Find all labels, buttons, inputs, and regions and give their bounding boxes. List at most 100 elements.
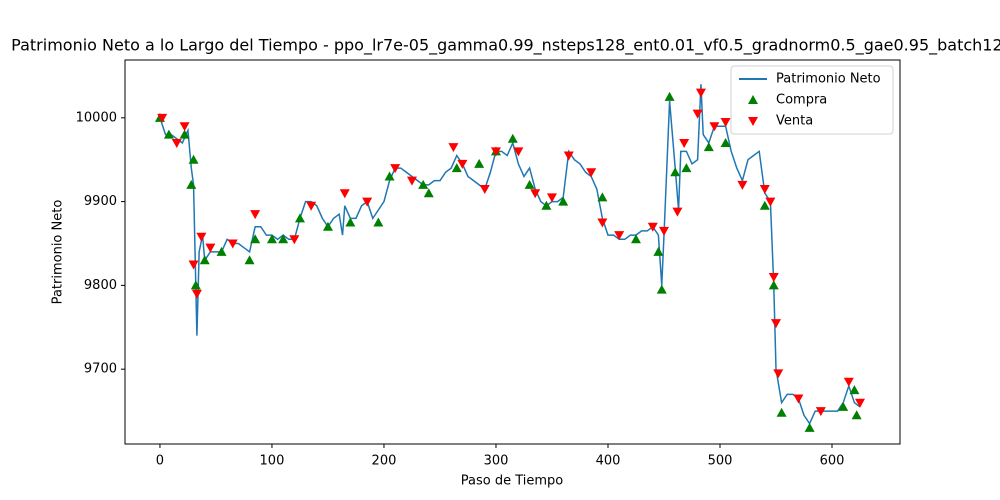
sell-marker bbox=[479, 185, 490, 195]
equity-line bbox=[159, 84, 861, 426]
legend-swatch bbox=[748, 95, 758, 104]
sell-marker bbox=[157, 113, 168, 123]
x-tick-label: 600 bbox=[820, 454, 845, 469]
sell-marker bbox=[793, 394, 804, 404]
sell-marker bbox=[362, 197, 373, 207]
buy-marker bbox=[179, 129, 190, 139]
buy-marker bbox=[630, 234, 641, 244]
buy-marker bbox=[768, 280, 779, 290]
buy-marker bbox=[541, 200, 552, 210]
buy-marker bbox=[163, 129, 174, 139]
sell-marker bbox=[457, 159, 468, 169]
sell-marker bbox=[765, 197, 776, 207]
buy-marker bbox=[656, 284, 667, 294]
sell-marker bbox=[179, 122, 190, 132]
y-tick-label: 9800 bbox=[84, 278, 117, 293]
sell-marker bbox=[614, 231, 625, 241]
sell-marker bbox=[586, 168, 597, 178]
sell-marker bbox=[171, 138, 182, 148]
sell-marker bbox=[530, 189, 541, 199]
buy-marker bbox=[681, 163, 692, 173]
buy-marker bbox=[294, 213, 305, 223]
legend-label: Venta bbox=[776, 114, 813, 129]
sell-marker bbox=[227, 239, 238, 249]
buy-marker bbox=[720, 137, 731, 147]
buy-marker bbox=[418, 179, 429, 189]
buy-marker bbox=[384, 171, 395, 181]
sell-marker bbox=[563, 151, 574, 161]
buy-marker bbox=[558, 196, 569, 206]
sell-marker bbox=[205, 243, 216, 253]
plot-area bbox=[154, 84, 866, 432]
buy-marker bbox=[776, 407, 787, 417]
sell-marker bbox=[815, 407, 826, 417]
sell-marker bbox=[720, 118, 731, 128]
buy-marker bbox=[266, 234, 277, 244]
buy-marker bbox=[851, 410, 862, 420]
buy-marker bbox=[451, 163, 462, 173]
sell-marker bbox=[448, 143, 459, 153]
buy-marker bbox=[507, 133, 518, 143]
sell-marker bbox=[647, 222, 658, 232]
buy-marker bbox=[597, 192, 608, 202]
buy-marker bbox=[653, 246, 664, 256]
legend-swatch bbox=[748, 117, 758, 126]
buy-marker bbox=[474, 158, 485, 168]
buy-marker bbox=[759, 200, 770, 210]
sell-marker bbox=[658, 226, 669, 236]
buy-marker bbox=[670, 167, 681, 177]
sell-marker bbox=[672, 207, 683, 217]
sell-marker bbox=[188, 260, 199, 270]
sell-marker bbox=[289, 235, 300, 245]
sell-marker bbox=[771, 319, 782, 329]
sell-marker bbox=[250, 210, 261, 220]
buy-marker bbox=[838, 401, 849, 411]
sell-marker bbox=[773, 369, 784, 379]
buy-marker bbox=[322, 221, 333, 231]
buy-marker bbox=[345, 217, 356, 227]
legend-label: Patrimonio Neto bbox=[776, 72, 881, 87]
axes-frame bbox=[124, 59, 901, 445]
sell-marker bbox=[737, 180, 748, 190]
sell-marker bbox=[306, 201, 317, 211]
sell-marker bbox=[339, 189, 350, 199]
sell-marker bbox=[406, 176, 417, 186]
buy-marker bbox=[216, 246, 227, 256]
sell-marker bbox=[191, 289, 202, 299]
sell-marker bbox=[843, 377, 854, 387]
sell-marker bbox=[513, 147, 524, 157]
sell-marker bbox=[679, 138, 690, 148]
x-tick-label: 0 bbox=[156, 454, 164, 469]
chart-title: Patrimonio Neto a lo Largo del Tiempo - … bbox=[11, 36, 1000, 56]
x-tick-label: 400 bbox=[596, 454, 621, 469]
y-tick-label: 9700 bbox=[84, 362, 117, 377]
x-axis-label: Paso de Tiempo bbox=[461, 474, 564, 489]
legend-box bbox=[730, 65, 894, 135]
x-tick-label: 300 bbox=[484, 454, 509, 469]
legend-label: Compra bbox=[776, 93, 827, 108]
sell-marker bbox=[709, 122, 720, 132]
x-tick-label: 500 bbox=[708, 454, 733, 469]
buy-marker bbox=[804, 422, 815, 432]
buy-marker bbox=[186, 179, 197, 189]
buy-marker bbox=[664, 91, 675, 101]
buy-marker bbox=[849, 385, 860, 395]
sell-marker bbox=[390, 164, 401, 174]
buy-marker bbox=[199, 255, 210, 265]
buy-marker bbox=[703, 142, 714, 152]
buy-marker bbox=[423, 188, 434, 198]
sell-marker bbox=[768, 273, 779, 283]
buy-marker bbox=[524, 179, 535, 189]
buy-marker bbox=[250, 234, 261, 244]
y-tick-label: 10000 bbox=[76, 110, 117, 125]
buy-marker bbox=[278, 234, 289, 244]
sell-marker bbox=[692, 109, 703, 119]
sell-marker bbox=[196, 232, 207, 242]
y-axis-label: Patrimonio Neto bbox=[51, 200, 66, 305]
sell-marker bbox=[855, 398, 866, 408]
buy-marker bbox=[373, 217, 384, 227]
buy-marker bbox=[190, 280, 201, 290]
sell-marker bbox=[490, 147, 501, 157]
y-tick-label: 9900 bbox=[84, 194, 117, 209]
